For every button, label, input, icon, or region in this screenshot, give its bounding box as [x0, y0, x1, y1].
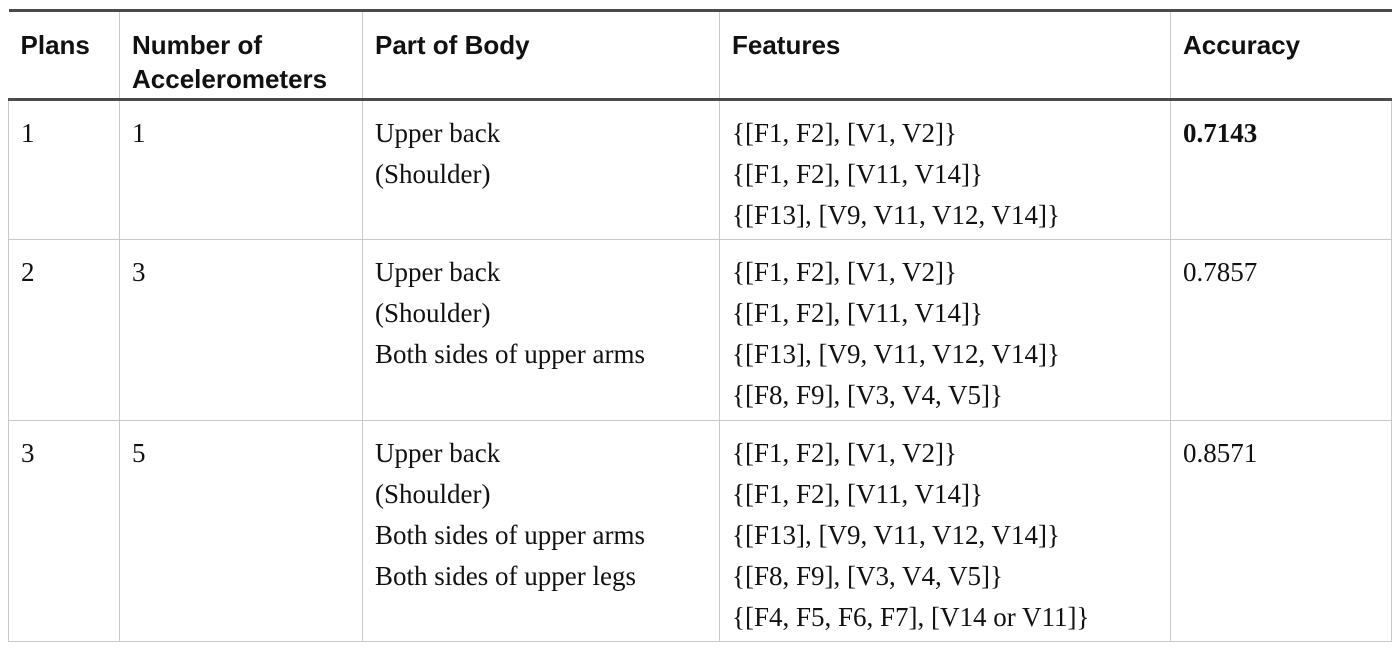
table-row: 1 1 Upper back (Shoulder) {[F1, F2], [V1…	[8, 99, 1392, 240]
header-number-label-line2: Accelerometers	[132, 64, 328, 94]
cell-part-of-body: Upper back (Shoulder) Both sides of uppe…	[362, 420, 720, 642]
feature-line: {[F1, F2], [V11, V14]}	[732, 298, 983, 328]
header-part-label: Part of Body	[375, 30, 530, 60]
cell-num-accelerometers: 3	[119, 239, 363, 421]
part-line: Both sides of upper legs	[375, 561, 636, 591]
part-line: Upper back	[375, 438, 501, 468]
part-line: Upper back	[375, 118, 501, 148]
cell-features: {[F1, F2], [V1, V2]} {[F1, F2], [V11, V1…	[719, 99, 1171, 240]
cell-accuracy: 0.8571	[1170, 420, 1392, 642]
feature-line: {[F4, F5, F6, F7], [V14 or V11]}	[732, 602, 1090, 632]
feature-line: {[F1, F2], [V1, V2]}	[732, 257, 957, 287]
header-features-label: Features	[732, 30, 841, 60]
part-line: (Shoulder)	[375, 159, 491, 189]
cell-accuracy: 0.7143	[1170, 99, 1392, 240]
header-accuracy: Accuracy	[1171, 11, 1392, 100]
header-part-of-body: Part of Body	[362, 10, 720, 100]
table-header: Plans Number of Accelerometers Part of B…	[8, 10, 1392, 100]
part-line: Both sides of upper arms	[375, 339, 645, 369]
part-line: Upper back	[375, 257, 501, 287]
cell-num-accelerometers: 5	[119, 420, 363, 642]
cell-plan: 2	[8, 239, 120, 421]
header-accuracy-label: Accuracy	[1183, 30, 1301, 60]
cell-accuracy: 0.7857	[1170, 239, 1392, 421]
cell-part-of-body: Upper back (Shoulder) Both sides of uppe…	[362, 239, 720, 421]
header-features: Features	[719, 10, 1171, 100]
feature-line: {[F1, F2], [V1, V2]}	[732, 118, 957, 148]
cell-part-of-body: Upper back (Shoulder)	[362, 99, 720, 240]
feature-line: {[F13], [V9, V11, V12, V14]}	[732, 520, 1060, 550]
table-row: 3 5 Upper back (Shoulder) Both sides of …	[8, 420, 1392, 642]
cell-num-accelerometers: 1	[119, 99, 363, 240]
cell-plan: 3	[8, 420, 120, 642]
feature-line: {[F1, F2], [V11, V14]}	[732, 479, 983, 509]
header-number-of-accelerometers: Number of Accelerometers	[119, 10, 363, 100]
header-number-label-line1: Number of	[132, 30, 262, 60]
accuracy-value: 0.8571	[1183, 438, 1258, 468]
cell-features: {[F1, F2], [V1, V2]} {[F1, F2], [V11, V1…	[719, 420, 1171, 642]
header-plans: Plans	[8, 10, 120, 100]
cell-features: {[F1, F2], [V1, V2]} {[F1, F2], [V11, V1…	[719, 239, 1171, 421]
results-table: Plans Number of Accelerometers Part of B…	[8, 9, 1392, 642]
cell-plan: 1	[8, 99, 120, 240]
feature-line: {[F13], [V9, V11, V12, V14]}	[732, 339, 1060, 369]
header-row: Plans Number of Accelerometers Part of B…	[8, 10, 1392, 100]
part-line: Both sides of upper arms	[375, 520, 645, 550]
table-body: 1 1 Upper back (Shoulder) {[F1, F2], [V1…	[8, 99, 1392, 642]
accuracy-value: 0.7857	[1183, 257, 1258, 287]
part-line: (Shoulder)	[375, 479, 491, 509]
feature-line: {[F8, F9], [V3, V4, V5]}	[732, 380, 1003, 410]
table-row: 2 3 Upper back (Shoulder) Both sides of …	[8, 239, 1392, 421]
feature-line: {[F1, F2], [V11, V14]}	[732, 159, 983, 189]
header-plans-label: Plans	[20, 30, 90, 60]
feature-line: {[F8, F9], [V3, V4, V5]}	[732, 561, 1003, 591]
feature-line: {[F13], [V9, V11, V12, V14]}	[732, 200, 1060, 230]
part-line: (Shoulder)	[375, 298, 491, 328]
accuracy-value-best: 0.7143	[1183, 118, 1258, 148]
feature-line: {[F1, F2], [V1, V2]}	[732, 438, 957, 468]
